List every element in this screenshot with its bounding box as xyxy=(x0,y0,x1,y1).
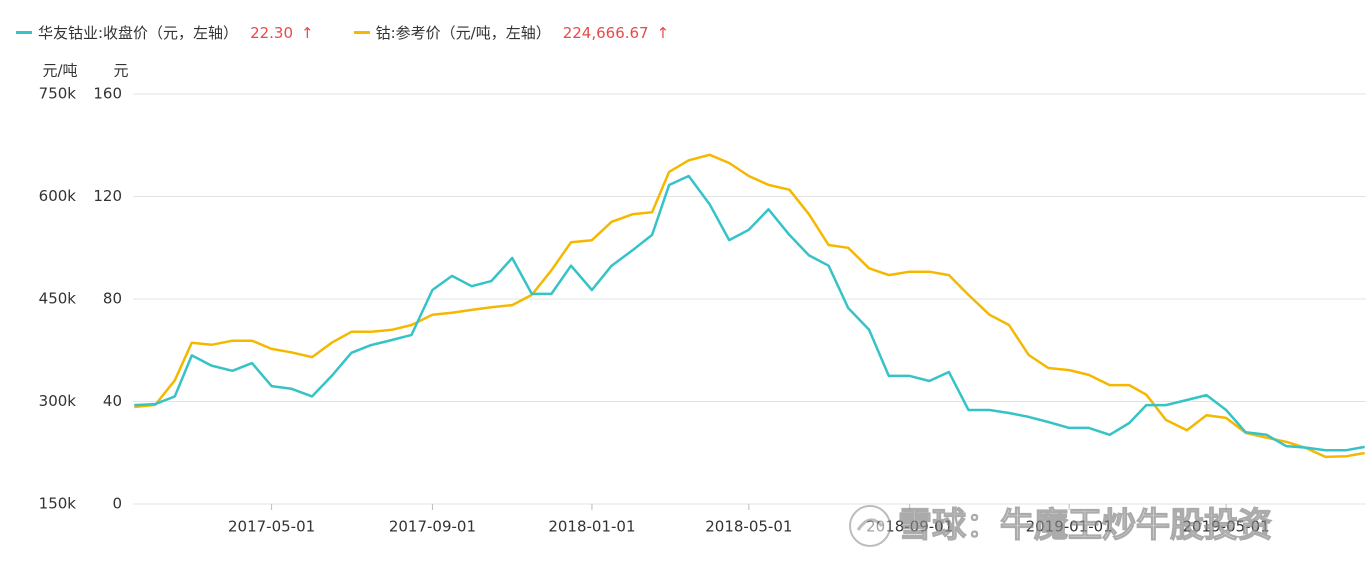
y-axis-unit: 元 xyxy=(113,62,128,80)
legend-swatch xyxy=(353,31,370,34)
series-line xyxy=(134,153,1365,459)
legend-item: 华友钴业:收盘价（元，左轴） 22.30 ↑ xyxy=(16,22,314,43)
x-tick-label: 2018-01-01 xyxy=(548,518,635,536)
y-tick-label: 160 xyxy=(93,85,122,103)
watermark-logo xyxy=(849,505,891,547)
legend-item: 钴:参考价（元/吨，左轴） 224,666.67 ↑ xyxy=(353,22,670,43)
y2-tick-label: 300k xyxy=(39,392,77,410)
x-tick-label: 2017-09-01 xyxy=(389,518,476,536)
up-arrow: ↑ xyxy=(301,23,314,42)
up-arrow: ↑ xyxy=(656,23,670,42)
latest-value: 22.30 xyxy=(250,23,294,42)
y-tick-label: 80 xyxy=(103,290,122,308)
y2-axis-unit: 元/吨 xyxy=(42,62,77,80)
x-tick-label: 2018-05-01 xyxy=(705,518,792,536)
plot: 0 40 80 120 160 150k 300k 450k 600k 750k 2017-05-0… xyxy=(39,85,1366,536)
y2-tick-label: 450k xyxy=(39,290,77,308)
legend-swatch xyxy=(16,31,32,34)
latest-value: 224,666.67 xyxy=(562,23,649,42)
y-tick-label: 40 xyxy=(103,392,122,410)
x-tick-label: 2019-01-01 xyxy=(1026,518,1113,536)
series-line xyxy=(134,174,1365,452)
y2-tick-label: 150k xyxy=(39,495,77,513)
x-tick-label: 2017-05-01 xyxy=(228,518,315,536)
watermark: 雪球：牛魔王炒牛股投资 xyxy=(898,506,1272,546)
legend-label: 华友钴业:收盘价（元，左轴） xyxy=(38,24,239,42)
y-tick-label: 120 xyxy=(93,187,122,205)
legend-label: 钴:参考价（元/吨，左轴） xyxy=(375,24,551,42)
y2-tick-label: 600k xyxy=(39,187,77,205)
x-tick-label: 2019-05-01 xyxy=(1183,518,1270,536)
y-tick-label: 0 xyxy=(112,495,122,513)
y2-tick-label: 750k xyxy=(39,85,77,103)
legend: 华友钴业:收盘价（元，左轴） 22.30 ↑ 钴:参考价（元/吨，左轴） 224,666… xyxy=(16,22,709,43)
